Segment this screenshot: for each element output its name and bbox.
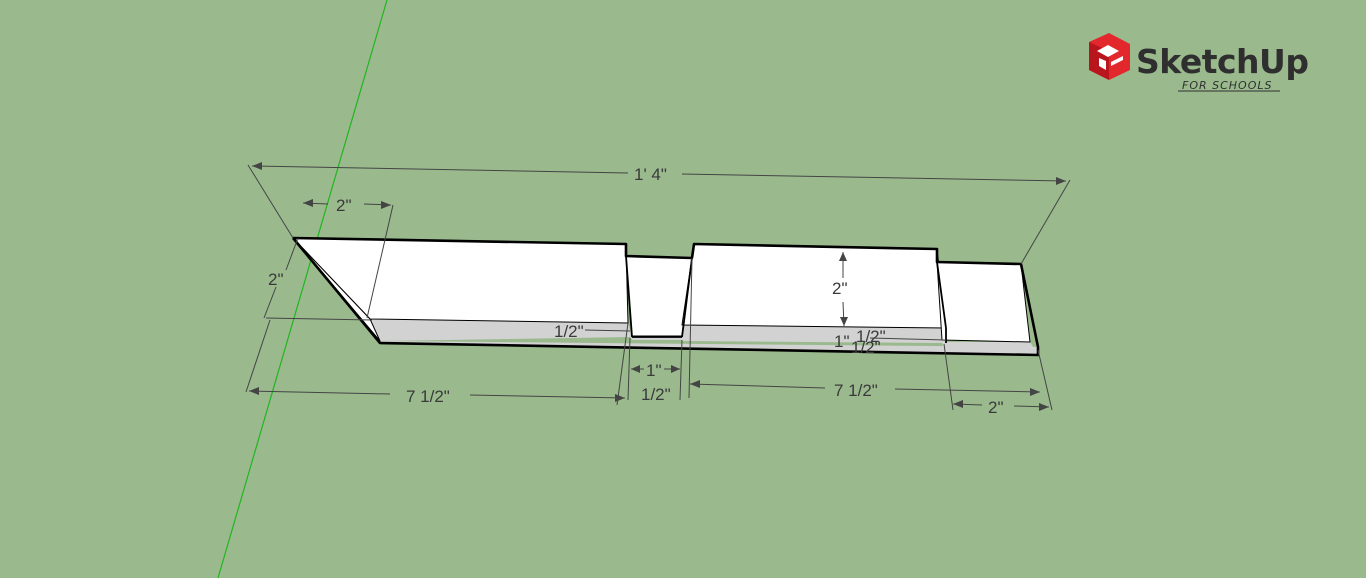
model-outline: [291, 236, 1040, 357]
logo-subtitle: FOR SCHOOLS: [1182, 79, 1273, 92]
dim-right-length: 7 1/2": [834, 381, 878, 400]
dim-tip-width: 2": [336, 196, 352, 215]
dim-right-height: 2": [832, 279, 848, 298]
green-axis-line: [217, 0, 388, 578]
sketchup-logo: SketchUp FOR SCHOOLS: [1089, 33, 1309, 92]
right-block-step-edge: [936, 261, 947, 329]
dim-groove-offset: 1/2": [641, 385, 671, 404]
dim-left-length: 7 1/2": [406, 387, 450, 406]
dim-left-notch-depth: 1/2": [554, 322, 584, 341]
left-block-side-face: [370, 319, 632, 341]
dim-overall-length: 1' 4": [634, 165, 667, 184]
dim-right-stack-1: 1": [834, 332, 850, 351]
left-block-top-face: [292, 237, 629, 324]
left-block-step-edge: [625, 255, 633, 338]
sketchup-logo-icon: [1089, 33, 1130, 80]
tenon-top-face: [936, 261, 1031, 343]
dim-tenon-width: 2": [988, 398, 1004, 417]
dimension-arrowheads: [249, 162, 1066, 411]
dim-groove-width: 1": [646, 361, 662, 380]
logo-wordmark: SketchUp: [1136, 42, 1308, 81]
dim-right-stack-3: 1/2": [851, 338, 881, 357]
dim-right-stack-2: 1/2": [856, 327, 886, 346]
right-block-top-face: [681, 243, 947, 329]
dim-tip-height: 2": [268, 270, 284, 289]
groove-right-edge: [681, 257, 693, 338]
wood-part-model[interactable]: [291, 236, 1040, 357]
